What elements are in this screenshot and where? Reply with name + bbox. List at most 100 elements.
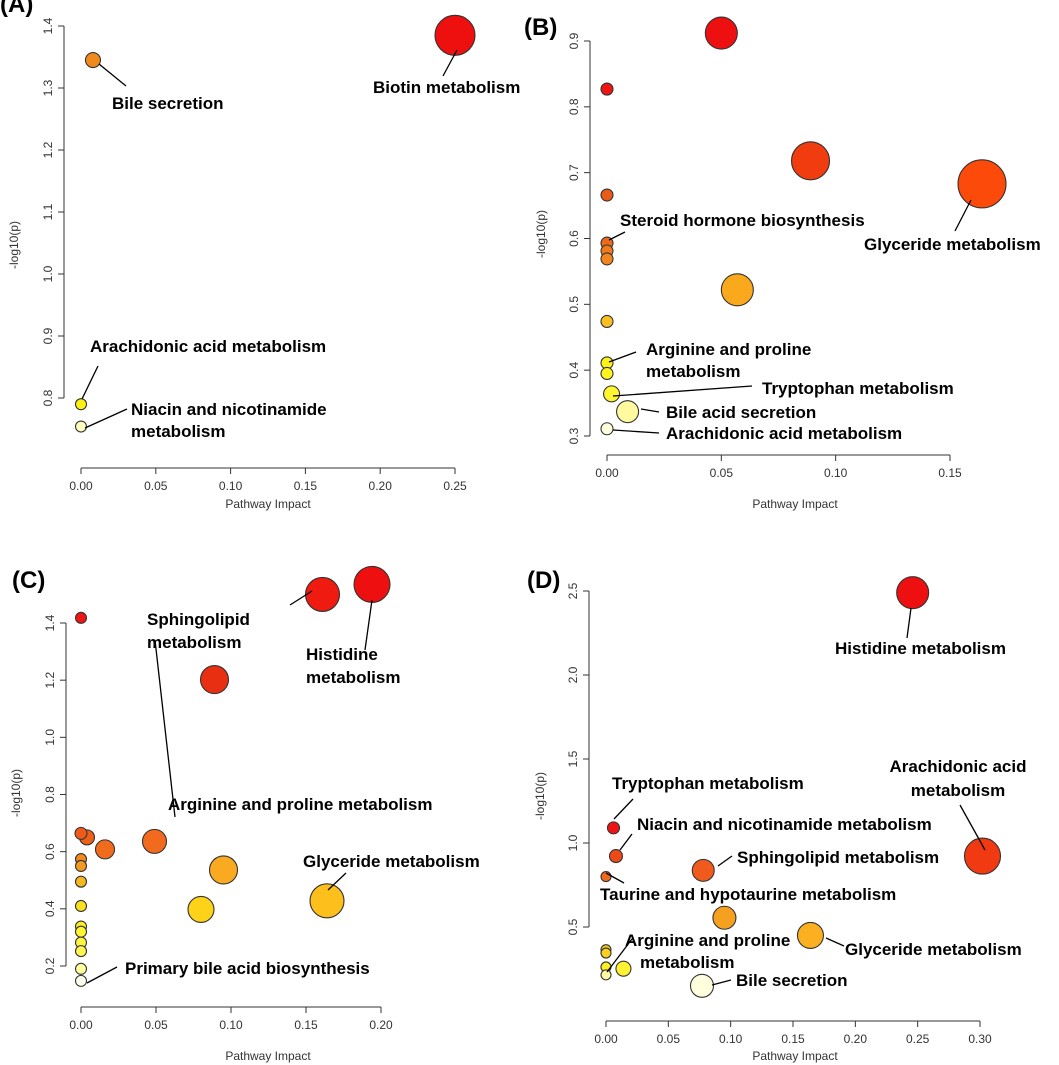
y-tick-label: 1.2	[43, 672, 57, 689]
annotation-label: metabolism	[640, 953, 734, 972]
data-point	[600, 188, 614, 202]
x-tick-label: 0.20	[369, 1018, 393, 1032]
annotation-label: Bile secretion	[112, 94, 224, 113]
annotation-leader	[612, 385, 753, 397]
y-tick-label: 1.1	[41, 203, 55, 220]
y-tick-label: 1.3	[41, 79, 55, 96]
y-tick-label: 0.7	[567, 164, 581, 181]
y-tick-label: 0.8	[43, 786, 57, 803]
data-point	[208, 855, 239, 885]
data-point	[600, 314, 614, 329]
annotation-label: Taurine and hypotaurine metabolism	[600, 885, 896, 904]
annotation-label: metabolism	[131, 422, 225, 441]
x-tick-label: 0.00	[595, 466, 619, 480]
x-tick-label: 0.05	[144, 1018, 168, 1032]
annotation-label: Glyceride metabolism	[864, 235, 1041, 254]
x-axis-title: Pathway Impact	[752, 1049, 838, 1063]
annotation-leader	[608, 231, 626, 241]
annotation-leader	[606, 938, 633, 973]
data-point	[600, 366, 614, 381]
x-tick-label: 0.15	[938, 466, 962, 480]
y-tick-label: 0.8	[567, 98, 581, 115]
data-point	[74, 420, 88, 433]
y-tick-label: 0.5	[567, 296, 581, 313]
annotation-leader	[442, 49, 458, 77]
data-point	[199, 665, 230, 695]
panel-label: (B)	[524, 14, 557, 41]
annotation-label: Sphingolipid	[147, 610, 250, 629]
x-tick-label: 0.20	[369, 479, 393, 493]
annotation-leader	[717, 855, 733, 867]
data-point	[600, 252, 614, 266]
annotation-label: Arginine and proline metabolism	[168, 795, 432, 814]
data-point	[603, 385, 621, 403]
data-point	[187, 895, 215, 923]
y-tick-label: 0.9	[41, 327, 55, 344]
annotation-label: Arginine and proline	[646, 340, 811, 359]
data-point	[691, 858, 715, 882]
y-tick-label: 1.4	[43, 614, 57, 631]
annotation-leader	[289, 590, 313, 606]
data-point	[600, 969, 612, 981]
y-tick-label: 2.5	[566, 582, 580, 599]
x-tick-label: 0.05	[657, 1032, 681, 1046]
annotation-label: Bile secretion	[736, 971, 848, 990]
annotation-label: Primary bile acid biosynthesis	[125, 959, 370, 978]
annotation-label: Arachidonic acid	[890, 757, 1027, 776]
y-axis-title: -log10(p)	[9, 769, 23, 817]
x-tick-label: 0.05	[710, 466, 734, 480]
data-point	[353, 565, 391, 603]
annotation-leader	[959, 804, 986, 851]
annotation-label: Tryptophan metabolism	[612, 774, 804, 793]
data-point	[74, 974, 88, 987]
data-point	[720, 273, 754, 307]
y-tick-label: 0.9	[567, 32, 581, 49]
annotation-label: Tryptophan metabolism	[762, 379, 954, 398]
y-tick-label: 1.5	[566, 750, 580, 767]
annotation-label: metabolism	[646, 362, 740, 381]
y-axis-title: -log10(p)	[7, 221, 21, 269]
annotation-label: Arginine and proline	[625, 931, 790, 950]
annotation-leader	[605, 872, 625, 884]
y-tick-label: 0.3	[567, 427, 581, 444]
annotation-label: Steroid hormone biosynthesis	[620, 211, 865, 230]
annotation-label: Bile acid secretion	[666, 403, 816, 422]
x-tick-label: 0.00	[594, 1032, 618, 1046]
data-point	[304, 576, 341, 612]
data-point	[141, 828, 168, 854]
annotation-leader	[364, 599, 373, 651]
x-axis-title: Pathway Impact	[225, 497, 311, 511]
data-point	[74, 925, 88, 938]
data-point	[606, 821, 621, 835]
x-tick-label: 0.00	[69, 479, 93, 493]
y-tick-label: 0.6	[567, 230, 581, 247]
data-point	[600, 422, 614, 436]
data-point	[74, 826, 88, 840]
data-point	[704, 16, 738, 50]
annotation-leader	[327, 872, 347, 891]
panel-label: (A)	[0, 0, 33, 18]
data-point	[600, 947, 612, 959]
annotation-label: Sphingolipid metabolism	[737, 848, 939, 867]
x-tick-label: 0.10	[719, 1032, 743, 1046]
y-tick-label: 1.2	[41, 141, 55, 158]
data-point	[434, 14, 476, 56]
x-tick-label: 0.25	[906, 1032, 930, 1046]
x-tick-label: 0.15	[294, 1018, 318, 1032]
x-tick-label: 0.10	[824, 466, 848, 480]
annotation-leader	[954, 199, 972, 232]
data-point	[689, 973, 715, 998]
annotation-leader	[906, 607, 912, 639]
y-tick-label: 1.4	[41, 17, 55, 34]
panel-label: (D)	[527, 567, 560, 594]
annotation-leader	[640, 408, 660, 413]
data-point	[790, 141, 831, 181]
panel-c: (C) 0.00 0.05 0.10 0.15 0.20 0.2 0.4 0.6 0.8 1.0 1.…	[9, 565, 480, 1063]
x-tick-label: 0.10	[219, 479, 243, 493]
data-point	[74, 611, 88, 624]
data-point	[94, 839, 116, 860]
data-point	[796, 921, 825, 949]
annotation-label: Histidine	[306, 645, 378, 664]
panel-b: (B) 0.00 0.05 0.10 0.15 0.3 0.4 0.5 0.6 0.7 0.8 0.9…	[524, 14, 1041, 511]
